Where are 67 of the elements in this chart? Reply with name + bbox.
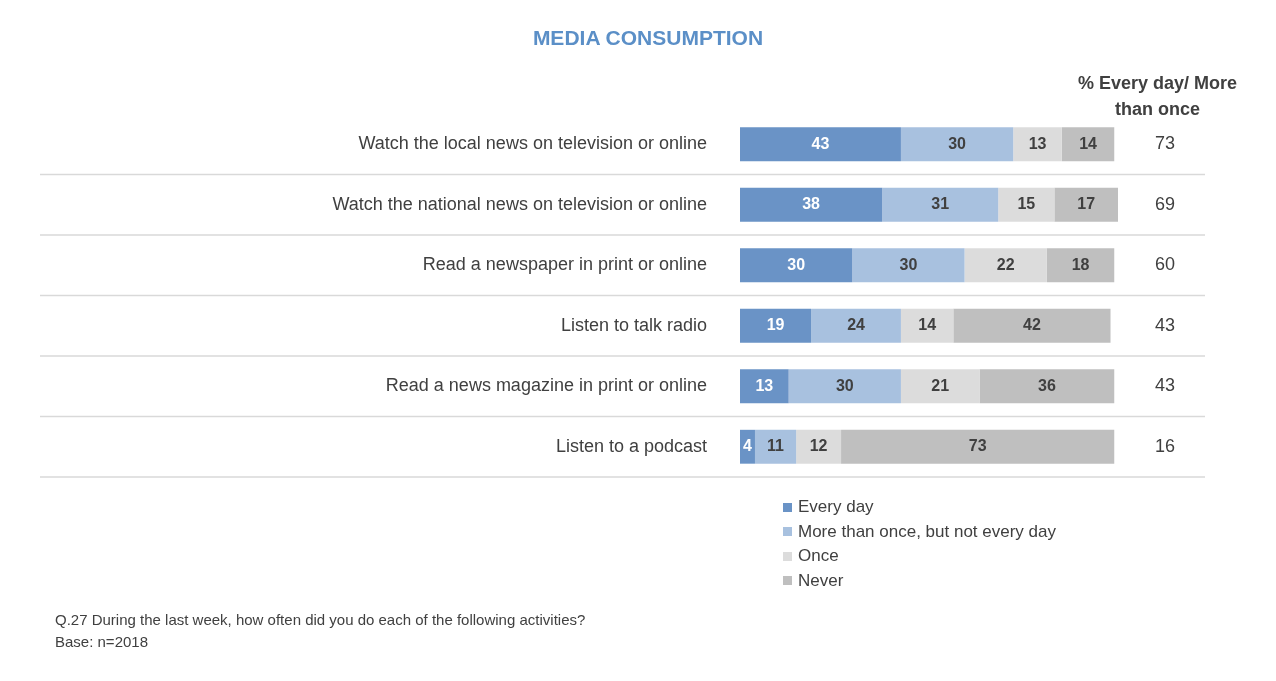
bar (964, 248, 1047, 283)
data-label: 42 (1023, 316, 1041, 334)
legend-label: Once (798, 546, 839, 567)
bar (740, 369, 789, 404)
legend-label: Never (798, 570, 844, 591)
bar (1061, 127, 1115, 162)
bar (953, 308, 1111, 343)
data-label: 11 (767, 437, 785, 455)
bar (796, 429, 842, 464)
text: 43 (1154, 314, 1176, 335)
data-label: 43 (811, 134, 830, 152)
data-label: 31 (931, 195, 950, 213)
bar (1013, 127, 1062, 162)
text: Q.27 During the last week, how often did you do each of the following activities? (55, 610, 586, 630)
data-label: 19 (766, 316, 785, 334)
data-label: 12 (809, 437, 828, 455)
text: 69 (1154, 193, 1176, 214)
data-label: 38 (802, 195, 821, 213)
bar (900, 369, 980, 404)
y-tick-label: Listen to talk radio (560, 314, 707, 335)
bar (740, 127, 901, 162)
data-label: 14 (918, 316, 937, 334)
bar (998, 187, 1055, 222)
bar (900, 308, 954, 343)
bar (852, 248, 965, 283)
chart-title: MEDIA CONSUMPTION (531, 26, 765, 50)
y-tick-label: Watch the local news on television or online (358, 133, 707, 154)
data-label: 4 (743, 437, 753, 455)
bar (979, 369, 1115, 404)
data-label: 22 (996, 255, 1015, 273)
legend-label: Every day (798, 497, 874, 518)
bar (841, 429, 1115, 464)
data-label: 30 (835, 376, 854, 394)
bar (754, 429, 797, 464)
data-label: 30 (899, 255, 918, 273)
data-label: 30 (948, 134, 967, 152)
data-label: 36 (1037, 376, 1056, 394)
y-tick-label: Listen to a podcast (555, 435, 707, 456)
y-tick-label: Read a news magazine in print or online (385, 375, 707, 396)
text: 73 (1154, 133, 1176, 154)
bar (740, 248, 853, 283)
bar (900, 127, 1014, 162)
text: 60 (1154, 254, 1176, 275)
data-label: 73 (968, 437, 987, 455)
y-tick-label: Read a newspaper in print or online (422, 254, 707, 275)
data-label: 17 (1077, 195, 1096, 213)
data-label: 24 (847, 316, 866, 334)
y-tick-label: Watch the national news on television or online (332, 193, 707, 214)
annotation: % Every day/ More than once (1076, 72, 1239, 121)
data-label: 30 (787, 255, 806, 273)
legend-label: More than once, but not every day (798, 521, 1056, 542)
data-label: 13 (1028, 134, 1047, 152)
data-label: 13 (755, 376, 774, 394)
data-label: 18 (1071, 255, 1090, 273)
bar (882, 187, 999, 222)
data-label: 15 (1017, 195, 1036, 213)
bar (740, 187, 883, 222)
bar (788, 369, 901, 404)
text: Base: n=2018 (55, 632, 149, 652)
bar (1046, 248, 1115, 283)
data-label: 21 (931, 376, 950, 394)
bar (1054, 187, 1118, 222)
text: 43 (1154, 375, 1176, 396)
text: 16 (1154, 435, 1176, 456)
bar (811, 308, 901, 343)
data-label: 14 (1079, 134, 1098, 152)
bar (740, 308, 812, 343)
